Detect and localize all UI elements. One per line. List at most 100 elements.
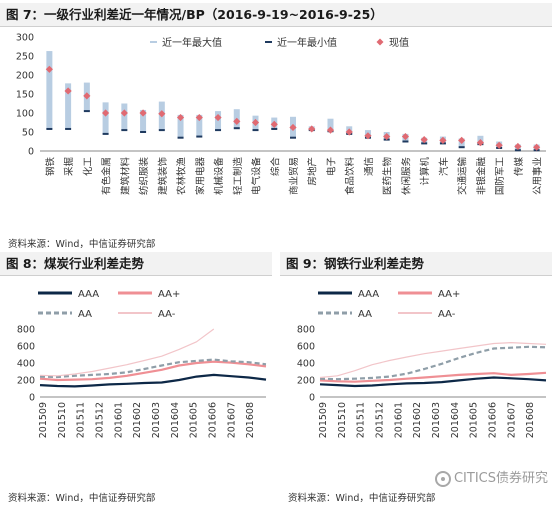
series-line-AAA xyxy=(39,373,267,388)
min-marker xyxy=(252,129,259,132)
current-marker xyxy=(176,113,185,122)
y-tick-label: 0 xyxy=(29,393,35,404)
x-tick-label: 食品饮料 xyxy=(344,157,356,196)
series-line-AA xyxy=(319,345,547,381)
legend-label-AAA: AAA xyxy=(78,289,99,300)
wechat-icon xyxy=(434,470,451,487)
min-marker xyxy=(65,127,72,130)
legend-label-AA-: AA- xyxy=(438,309,456,320)
x-tick-label: 201603 xyxy=(431,402,442,438)
x-tick-label: 非银金融 xyxy=(475,157,487,196)
x-tick-label: 201607 xyxy=(226,402,237,438)
x-tick-label: 商业贸易 xyxy=(288,157,300,195)
fig8-title: 图 8：煤炭行业利差走势 xyxy=(0,252,272,276)
range-bar xyxy=(140,109,147,132)
range-bar xyxy=(46,51,53,129)
fig9-source: 资料来源：Wind，中信证券研究部 xyxy=(288,493,436,504)
current-marker xyxy=(214,113,222,122)
x-tick-label: 有色金属 xyxy=(101,157,113,195)
x-tick-label: 机械设备 xyxy=(213,157,225,196)
range-bar xyxy=(177,114,184,138)
x-tick-label: 医药生物 xyxy=(382,157,394,196)
y-tick-label: 50 xyxy=(22,128,34,139)
y-tick-label: 0 xyxy=(309,393,315,404)
current-marker xyxy=(345,128,353,136)
current-marker xyxy=(420,136,428,144)
current-marker xyxy=(45,65,53,73)
y-tick-label: 300 xyxy=(16,33,34,44)
current-marker xyxy=(326,126,335,134)
coal-spread-line-chart: 0 200 400 600 800 201509 201510 201511 201512 201… xyxy=(17,289,267,438)
x-tick-label: 家用电器 xyxy=(194,157,206,196)
x-tick-label: 201605 xyxy=(189,402,200,438)
legend-current-swatch xyxy=(376,38,384,46)
range-bar xyxy=(65,83,72,129)
x-tick-label: 休闲服务 xyxy=(400,157,412,196)
x-tick-label: 电子 xyxy=(325,157,337,177)
range-bar xyxy=(196,114,203,137)
current-marker xyxy=(439,136,447,144)
range-bar xyxy=(102,102,109,134)
min-marker xyxy=(121,129,128,132)
y-tick-label: 150 xyxy=(16,90,34,101)
x-tick-label: 201608 xyxy=(245,402,256,438)
x-tick-label: 201509 xyxy=(318,402,329,438)
current-marker xyxy=(101,109,110,117)
y-tick-label: 200 xyxy=(16,71,34,82)
min-marker xyxy=(177,136,184,139)
x-tick-label: 201512 xyxy=(95,402,106,438)
y-tick-label: 800 xyxy=(17,325,35,336)
current-marker xyxy=(195,113,203,122)
x-tick-label: 201601 xyxy=(113,402,124,438)
y-tick-label: 200 xyxy=(297,376,315,387)
range-bar xyxy=(121,103,128,131)
y-tick-label: 100 xyxy=(16,109,34,120)
legend-min-swatch xyxy=(265,41,272,43)
y-tick-label: 400 xyxy=(17,359,35,370)
y-tick-label: 0 xyxy=(28,147,34,158)
series-line-AA+ xyxy=(39,360,267,382)
min-marker xyxy=(215,129,222,132)
x-tick-label: 汽车 xyxy=(438,157,450,176)
current-marker xyxy=(533,143,541,151)
min-marker xyxy=(402,140,409,143)
range-bar xyxy=(327,118,334,132)
x-tick-label: 采掘 xyxy=(63,157,75,176)
current-marker xyxy=(233,117,241,125)
legend-max-swatch xyxy=(150,41,157,43)
x-tick-label: 建筑装饰 xyxy=(157,157,169,195)
fig8-source: 资料来源：Wind，中信证券研究部 xyxy=(8,493,156,504)
current-marker xyxy=(401,132,410,141)
current-marker xyxy=(495,141,503,149)
legend-max-label: 近一年最大值 xyxy=(162,36,222,49)
series-line-AA- xyxy=(39,328,215,377)
current-marker xyxy=(120,109,128,117)
legend-label-AA+: AA+ xyxy=(158,289,180,300)
series-line-AA xyxy=(39,358,267,379)
x-tick-label: 201606 xyxy=(488,402,499,438)
min-marker xyxy=(458,146,465,149)
x-tick-label: 国防军工 xyxy=(494,157,506,196)
legend-label-AA+: AA+ xyxy=(438,289,460,300)
x-tick-label: 化工 xyxy=(82,157,94,177)
industry-spread-bar-chart: 0 50 100 150 200 250 300 钢铁 采掘 化工 有色金属 建筑材料 纺织服装 建筑装饰… xyxy=(16,33,546,196)
x-tick-label: 交通运输 xyxy=(457,157,469,196)
min-marker xyxy=(158,129,165,132)
min-marker xyxy=(140,131,147,133)
min-marker xyxy=(271,127,278,130)
x-tick-label: 201608 xyxy=(525,402,536,438)
x-tick-label: 房地产 xyxy=(307,157,319,186)
min-marker xyxy=(290,136,296,139)
x-tick-label: 201604 xyxy=(450,402,461,438)
current-marker xyxy=(364,132,372,140)
min-marker xyxy=(83,110,90,113)
legend-label-AA-: AA- xyxy=(158,309,176,320)
series-line-AA- xyxy=(319,342,547,379)
x-tick-label: 201509 xyxy=(38,402,49,438)
min-marker xyxy=(233,127,240,130)
x-tick-label: 公用事业 xyxy=(532,157,544,195)
x-tick-label: 201604 xyxy=(170,402,181,438)
series-line-AAA xyxy=(319,376,547,388)
x-tick-label: 201510 xyxy=(337,402,348,438)
fig9-title: 图 9：钢铁行业利差走势 xyxy=(280,252,552,276)
